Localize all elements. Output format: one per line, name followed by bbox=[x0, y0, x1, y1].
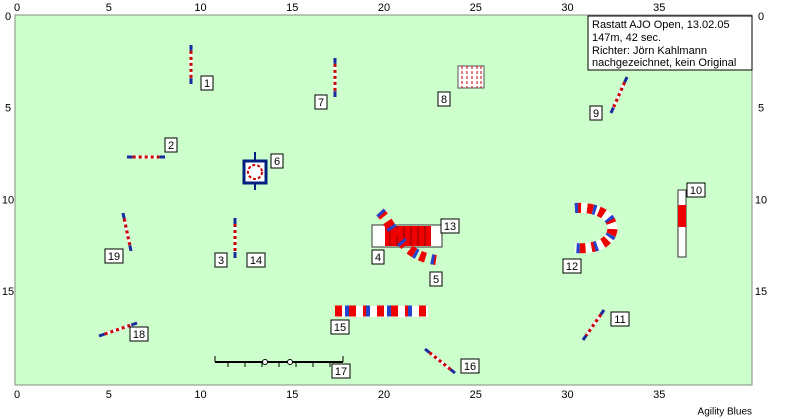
x-tick-label: 35 bbox=[653, 389, 665, 401]
x-tick-label: 0 bbox=[14, 389, 20, 401]
tire-ring bbox=[247, 164, 263, 180]
y-tick-label: 15 bbox=[755, 286, 767, 298]
obstacle-number: 1 bbox=[204, 78, 210, 90]
obstacle-number: 14 bbox=[250, 255, 262, 267]
x-tick-label: 25 bbox=[470, 2, 482, 14]
y-tick-label: 10 bbox=[2, 194, 14, 206]
obstacle-number-box bbox=[429, 271, 443, 287]
obstacle-number-box bbox=[610, 311, 630, 327]
x-tick-label: 15 bbox=[286, 2, 298, 14]
long-jump-plank bbox=[678, 205, 686, 227]
dog-walk-legs bbox=[214, 356, 344, 367]
x-tick-label: 35 bbox=[653, 2, 665, 14]
obstacle-number: 9 bbox=[593, 108, 599, 120]
obstacle-number: 13 bbox=[444, 221, 456, 233]
obstacle-number-box bbox=[686, 182, 706, 198]
obstacle-number-box bbox=[460, 358, 480, 374]
y-tick-label: 10 bbox=[755, 194, 767, 206]
tunnel-stripes bbox=[574, 202, 618, 254]
obstacle-number: 2 bbox=[168, 140, 174, 152]
footer: Agility Blues bbox=[698, 407, 752, 418]
obstacle-number: 6 bbox=[274, 156, 280, 168]
obstacle-number-box bbox=[440, 218, 460, 234]
x-tick-label: 5 bbox=[106, 389, 112, 401]
obstacle-number-box bbox=[104, 248, 124, 264]
y-tick-label: 5 bbox=[5, 103, 11, 115]
obstacle-number: 19 bbox=[108, 251, 120, 263]
obstacle-number-box bbox=[562, 258, 582, 274]
x-tick-label: 30 bbox=[561, 2, 573, 14]
obstacle-number-box bbox=[371, 249, 385, 265]
obstacle-number-box bbox=[270, 153, 284, 169]
x-tick-label: 5 bbox=[106, 2, 112, 14]
y-tick-label: 5 bbox=[758, 103, 764, 115]
x-tick-label: 30 bbox=[561, 389, 573, 401]
x-tick-label: 10 bbox=[194, 2, 206, 14]
x-tick-label: 20 bbox=[378, 389, 390, 401]
x-tick-label: 10 bbox=[194, 389, 206, 401]
info-line: Richter: Jörn Kahlmann bbox=[592, 45, 707, 57]
info-box bbox=[587, 15, 753, 71]
obstacle-number-box bbox=[314, 94, 328, 110]
y-tick-label: 15 bbox=[2, 286, 14, 298]
obstacle-number: 8 bbox=[441, 94, 447, 106]
obstacle-number: 16 bbox=[464, 361, 476, 373]
y-tick-label: 0 bbox=[5, 11, 11, 23]
y-tick-label: 0 bbox=[758, 11, 764, 23]
obstacle-number-box bbox=[330, 319, 350, 335]
info-line: nachgezeichnet, kein Original bbox=[592, 57, 736, 69]
obstacle-number: 10 bbox=[690, 185, 702, 197]
obstacle-number-box bbox=[246, 252, 266, 268]
jump-bar bbox=[104, 323, 132, 336]
obstacle-number: 11 bbox=[614, 314, 625, 326]
obstacle-number: 12 bbox=[566, 261, 578, 273]
obstacle-number: 17 bbox=[335, 366, 347, 378]
x-tick-label: 15 bbox=[286, 389, 298, 401]
jump-bar bbox=[584, 313, 603, 337]
x-tick-label: 25 bbox=[470, 389, 482, 401]
obstacle-number-box bbox=[214, 252, 228, 268]
tunnel bbox=[574, 202, 618, 254]
obstacle-number: 5 bbox=[433, 274, 439, 286]
obstacle-number: 4 bbox=[375, 252, 381, 264]
dog-walk-mark bbox=[262, 359, 268, 365]
obstacle-number: 3 bbox=[218, 255, 224, 267]
x-tick-label: 0 bbox=[14, 2, 20, 14]
obstacle-number: 7 bbox=[318, 97, 324, 109]
dog-walk-mark bbox=[287, 359, 293, 365]
obstacle-number-box bbox=[437, 91, 451, 107]
obstacle-number-box bbox=[331, 363, 351, 379]
jump-bar bbox=[612, 81, 626, 109]
jump-bar bbox=[428, 351, 452, 371]
wall-bricks bbox=[461, 66, 482, 88]
obstacle-number-box bbox=[164, 137, 178, 153]
info-line: Rastatt AJO Open, 13.02.05 bbox=[592, 19, 730, 31]
obstacle-number-box bbox=[129, 326, 149, 342]
x-tick-label: 20 bbox=[378, 2, 390, 14]
obstacle-number-box bbox=[200, 75, 214, 91]
obstacle-number: 18 bbox=[133, 329, 145, 341]
obstacle-number: 15 bbox=[334, 322, 346, 334]
obstacle-number-box bbox=[589, 105, 603, 121]
jump-bar bbox=[122, 218, 132, 246]
info-line: 147m, 42 sec. bbox=[592, 32, 661, 44]
